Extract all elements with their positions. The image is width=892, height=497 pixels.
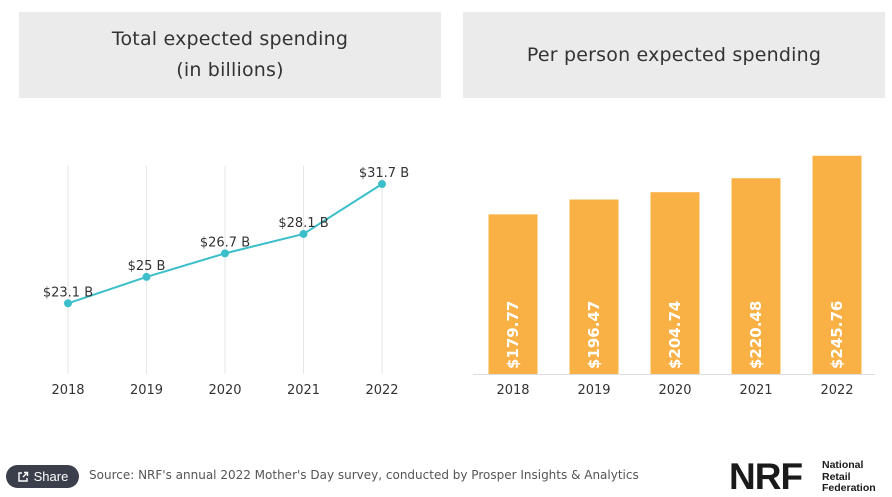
line-chart: 2018 2019 2020 2021 2022 $23.1 B $25 B $26.7 B $… <box>43 166 409 398</box>
line-data-label: $23.1 B <box>43 285 93 300</box>
bar-x-tick: 2021 <box>739 383 772 398</box>
bar <box>569 199 619 374</box>
nrf-logo-line: National <box>822 459 864 471</box>
source-note: Source: NRF's annual 2022 Mother's Day s… <box>89 468 639 482</box>
bar <box>731 178 781 374</box>
nrf-logo-line: Retail <box>822 470 851 483</box>
share-label: Share <box>33 469 69 484</box>
share-icon <box>17 471 28 482</box>
bar-data-label: $196.47 <box>585 301 603 369</box>
line-data-label: $25 B <box>128 259 166 274</box>
line-data-label: $31.7 B <box>359 166 409 181</box>
line-point <box>221 249 229 258</box>
line-point <box>64 299 72 308</box>
nrf-logo-mark: NRF <box>729 456 803 497</box>
bar-data-label: $179.77 <box>504 301 522 369</box>
line-x-tick: 2019 <box>130 383 163 398</box>
bar-x-tick: 2018 <box>496 383 529 398</box>
bar-x-tick: 2022 <box>820 383 853 398</box>
bar-data-label: $204.74 <box>666 301 684 369</box>
line-x-tick: 2018 <box>51 383 84 398</box>
share-button[interactable]: Share <box>6 465 79 488</box>
bar-chart-title: Per person expected spending <box>526 43 822 66</box>
line-data-label: $26.7 B <box>200 235 250 250</box>
nrf-logo-line: Federation <box>822 482 876 494</box>
line-point <box>378 180 386 189</box>
line-chart-subtitle: (in billions) <box>176 59 284 81</box>
line-x-tick: 2021 <box>287 383 320 398</box>
line-point <box>142 272 151 281</box>
bar-data-label: $220.48 <box>747 301 765 369</box>
line-x-tick: 2020 <box>208 383 241 398</box>
nrf-logo-text: National Retail Federation <box>822 459 876 495</box>
bar <box>650 192 700 374</box>
bar-chart: $179.77 2018 $196.47 2019 $204.74 2020 $220.48… <box>473 155 875 398</box>
bar-x-tick: 2020 <box>658 383 691 398</box>
nrf-logo: NRF National Retail Federation <box>729 458 889 496</box>
bar-data-label: $245.76 <box>828 301 846 369</box>
line-chart-title: Total expected spending <box>111 28 349 50</box>
bar <box>812 155 862 374</box>
bar-chart-header: Per person expected spending <box>463 12 885 98</box>
line-chart-header: Total expected spending (in billions) <box>19 12 441 98</box>
bar <box>488 214 538 374</box>
bar-x-tick: 2019 <box>577 383 610 398</box>
line-data-label: $28.1 B <box>278 216 328 231</box>
line-x-tick: 2022 <box>365 383 398 398</box>
line-point <box>299 229 308 238</box>
